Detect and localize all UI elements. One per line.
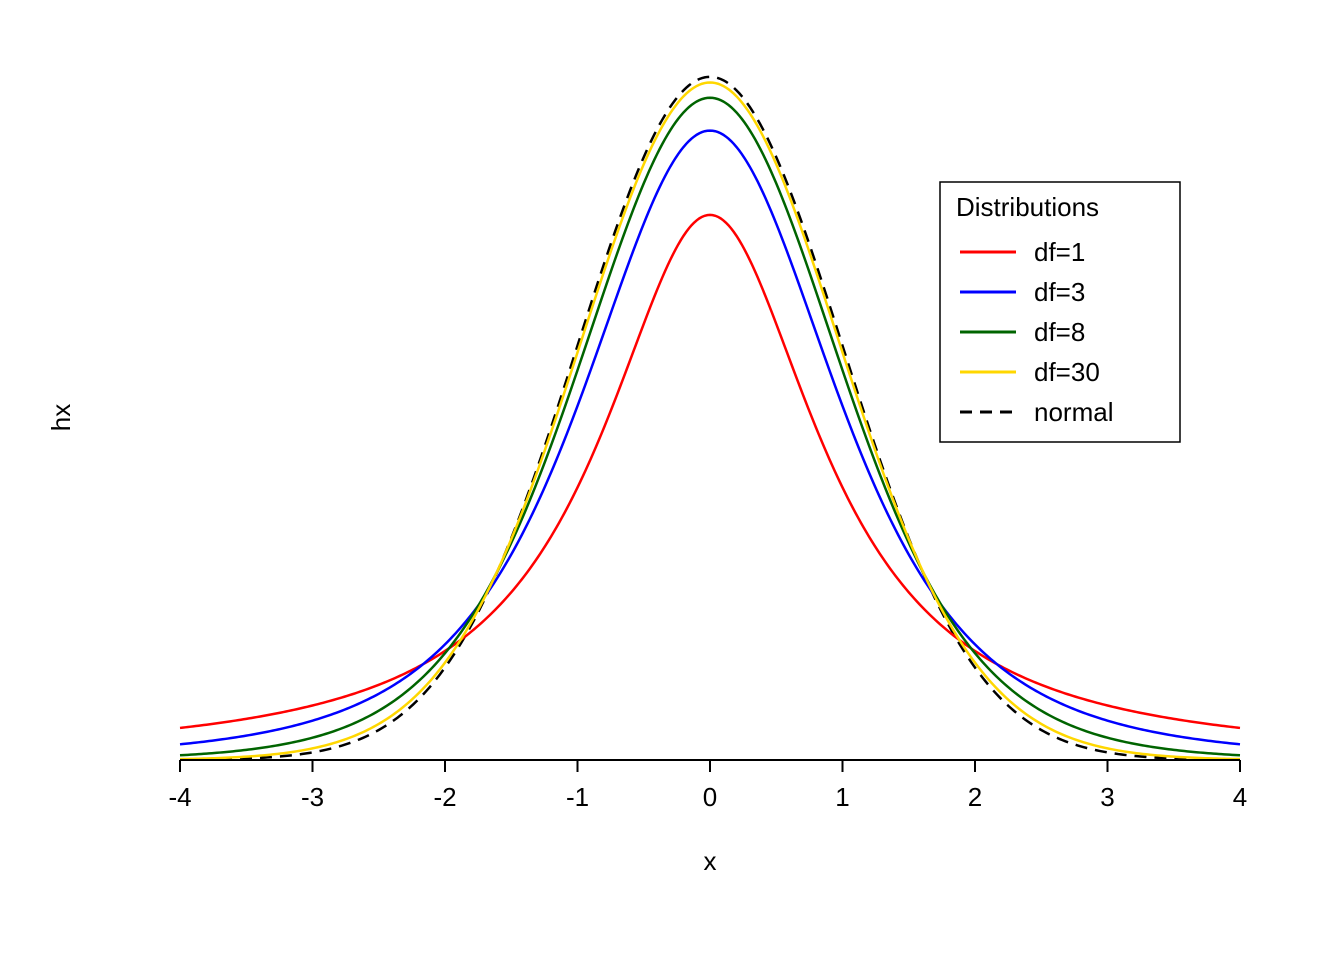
legend-label: df=30 bbox=[1034, 357, 1100, 387]
x-axis-label: x bbox=[704, 846, 717, 876]
legend-title: Distributions bbox=[956, 192, 1099, 222]
x-tick-label: -2 bbox=[433, 782, 456, 812]
x-tick-label: 3 bbox=[1100, 782, 1114, 812]
x-tick-label: 4 bbox=[1233, 782, 1247, 812]
legend-label: df=8 bbox=[1034, 317, 1085, 347]
chart-container: -4 -3 -2 -1 0 1 2 3 4 x hx Distributions df=1 df=3 df=… bbox=[0, 0, 1344, 960]
legend-label: normal bbox=[1034, 397, 1113, 427]
legend-label: df=1 bbox=[1034, 237, 1085, 267]
x-tick-label: -4 bbox=[168, 782, 191, 812]
legend-label: df=3 bbox=[1034, 277, 1085, 307]
x-tick-label: 0 bbox=[703, 782, 717, 812]
x-tick-label: 2 bbox=[968, 782, 982, 812]
x-tick-label: -1 bbox=[566, 782, 589, 812]
distribution-chart: -4 -3 -2 -1 0 1 2 3 4 x hx Distributions df=1 df=3 df=… bbox=[0, 0, 1344, 960]
x-tick-label: 1 bbox=[835, 782, 849, 812]
chart-background bbox=[0, 0, 1344, 960]
y-axis-label: hx bbox=[46, 404, 76, 431]
x-tick-label: -3 bbox=[301, 782, 324, 812]
